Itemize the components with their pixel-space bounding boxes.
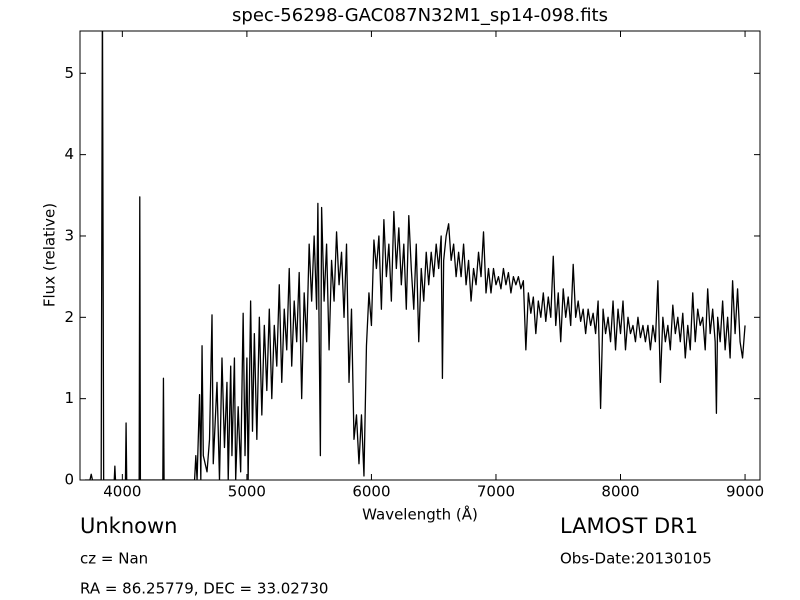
x-axis-label: Wavelength (Å) (362, 505, 478, 524)
plot-frame (79, 30, 761, 481)
x-tick-label: 5000 (228, 483, 266, 501)
y-tick-label: 2 (64, 308, 74, 326)
obs-date: Obs-Date:20130105 (560, 550, 712, 568)
y-axis-label: Flux (relative) (41, 203, 59, 307)
x-tick-label: 8000 (601, 483, 639, 501)
coordinates: RA = 86.25779, DEC = 33.02730 (80, 580, 328, 598)
y-tick-label: 5 (64, 64, 74, 82)
x-tick-label: 7000 (477, 483, 515, 501)
y-tick-label: 4 (64, 145, 74, 163)
x-tick-label: 9000 (726, 483, 764, 501)
plot-area (84, 31, 746, 480)
chart-title: spec-56298-GAC087N32M1_sp14-098.fits (232, 5, 608, 26)
x-tick-label: 6000 (352, 483, 390, 501)
y-tick-label: 0 (64, 471, 74, 489)
survey: LAMOST DR1 (560, 514, 698, 538)
object-class: Unknown (80, 514, 177, 538)
y-tick-label: 3 (64, 226, 74, 244)
y-tick-label: 1 (64, 389, 74, 407)
spectrum-line (84, 31, 746, 480)
x-tick-label: 4000 (103, 483, 141, 501)
redshift: cz = Nan (80, 550, 148, 568)
